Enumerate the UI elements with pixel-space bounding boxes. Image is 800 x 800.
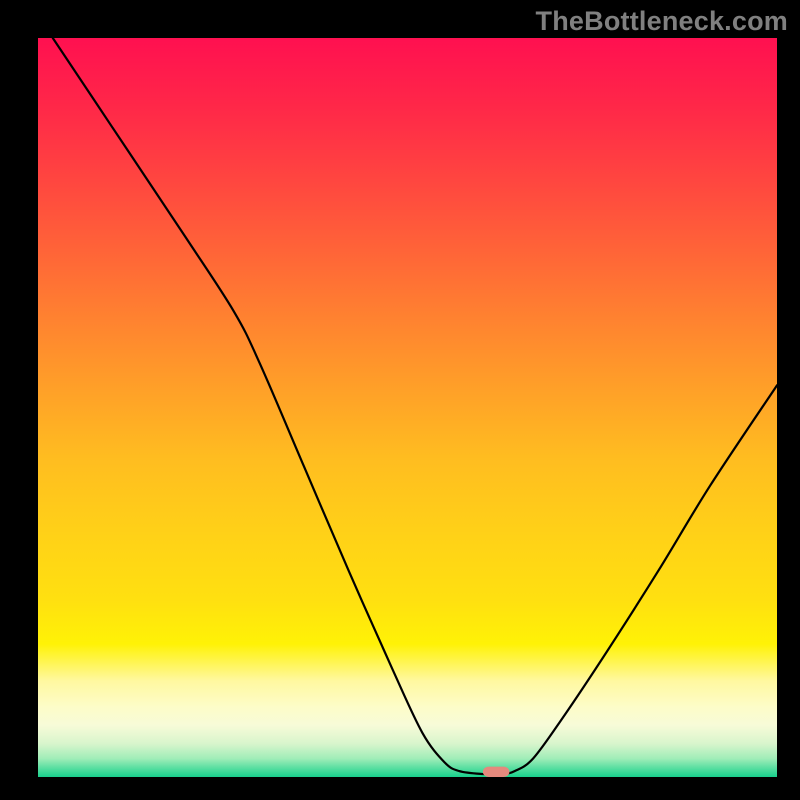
plot-background xyxy=(38,38,777,777)
chart-canvas: TheBottleneck.com xyxy=(0,0,800,800)
watermark-text: TheBottleneck.com xyxy=(536,6,788,37)
optimal-point-marker xyxy=(483,767,510,777)
chart-svg xyxy=(0,0,800,800)
